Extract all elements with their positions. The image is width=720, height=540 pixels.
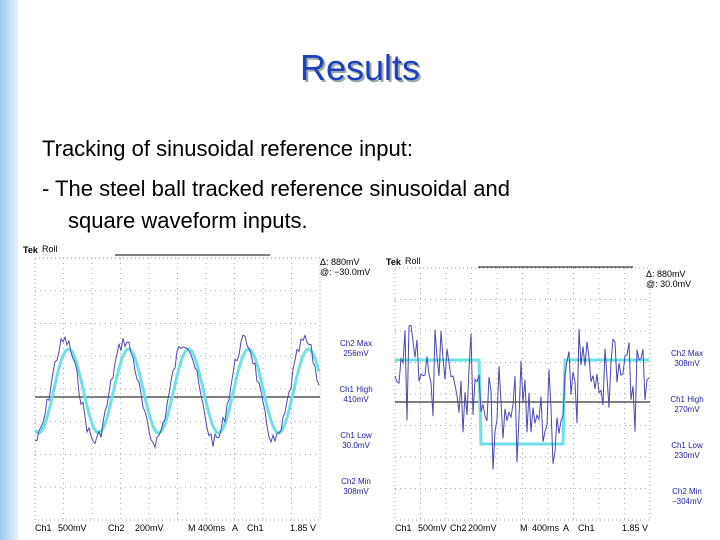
footer-field: A	[232, 523, 238, 533]
readout-value: 410mV	[343, 395, 369, 404]
readout-label: Ch1 High	[339, 385, 372, 394]
scope-brand: Tek	[23, 245, 39, 255]
footer-field: Ch1	[395, 523, 412, 533]
body-line: Tracking of sinusoidal reference input:	[42, 136, 413, 161]
readout-label: Ch2 Min	[672, 487, 702, 496]
footer-field: 200mV	[135, 523, 164, 533]
footer-field: 400ms	[532, 523, 560, 533]
readout-value: 230mV	[674, 451, 700, 460]
readout-value: 308mV	[343, 487, 369, 496]
readout-label: Ch1 High	[670, 395, 703, 404]
reference-trace	[33, 347, 321, 435]
body-line: square waveform inputs.	[68, 208, 308, 233]
readout-value: 270mV	[674, 405, 700, 414]
readout-label: Ch2 Max	[340, 339, 372, 348]
footer-field: M	[188, 523, 196, 533]
body-line: - The steel ball tracked reference sinus…	[42, 176, 510, 201]
at-readout: @: 30.0mV	[646, 279, 691, 289]
delta-readout: Δ: 880mV	[320, 257, 360, 267]
readout-label: Ch2 Max	[671, 349, 703, 358]
footer-field: Ch2	[450, 523, 467, 533]
slide-title: Results	[300, 47, 420, 88]
footer-field: Ch1	[35, 523, 52, 533]
side-bar	[0, 0, 18, 540]
scope-brand: Tek	[386, 257, 402, 267]
footer-field: 1.85 V	[290, 523, 316, 533]
footer-field: Ch1	[578, 523, 595, 533]
readout-value: −304mV	[672, 497, 703, 506]
footer-field: 200mV	[468, 523, 497, 533]
readout-value: 256mV	[343, 349, 369, 358]
scope-mode: Roll	[405, 256, 421, 266]
readout-value: 308mV	[674, 359, 700, 368]
footer-field: 500mV	[58, 523, 87, 533]
delta-readout: Δ: 880mV	[646, 269, 686, 279]
footer-field: A	[563, 523, 569, 533]
footer-field: Ch1	[247, 523, 264, 533]
footer-field: 400ms	[198, 523, 226, 533]
readout-value: 30.0mV	[342, 441, 370, 450]
at-readout: @: −30.0mV	[320, 267, 370, 277]
title-shadow: Results	[302, 49, 422, 90]
readout-label: Ch1 Low	[671, 441, 703, 450]
measured-trace	[34, 333, 320, 450]
footer-field: 500mV	[418, 523, 447, 533]
scope-mode: Roll	[42, 244, 58, 254]
footer-field: 1.85 V	[622, 523, 648, 533]
footer-field: Ch2	[108, 523, 125, 533]
footer-field: M	[520, 523, 528, 533]
readout-label: Ch1 Low	[340, 431, 372, 440]
measured-trace	[394, 324, 650, 470]
readout-label: Ch2 Min	[341, 477, 371, 486]
